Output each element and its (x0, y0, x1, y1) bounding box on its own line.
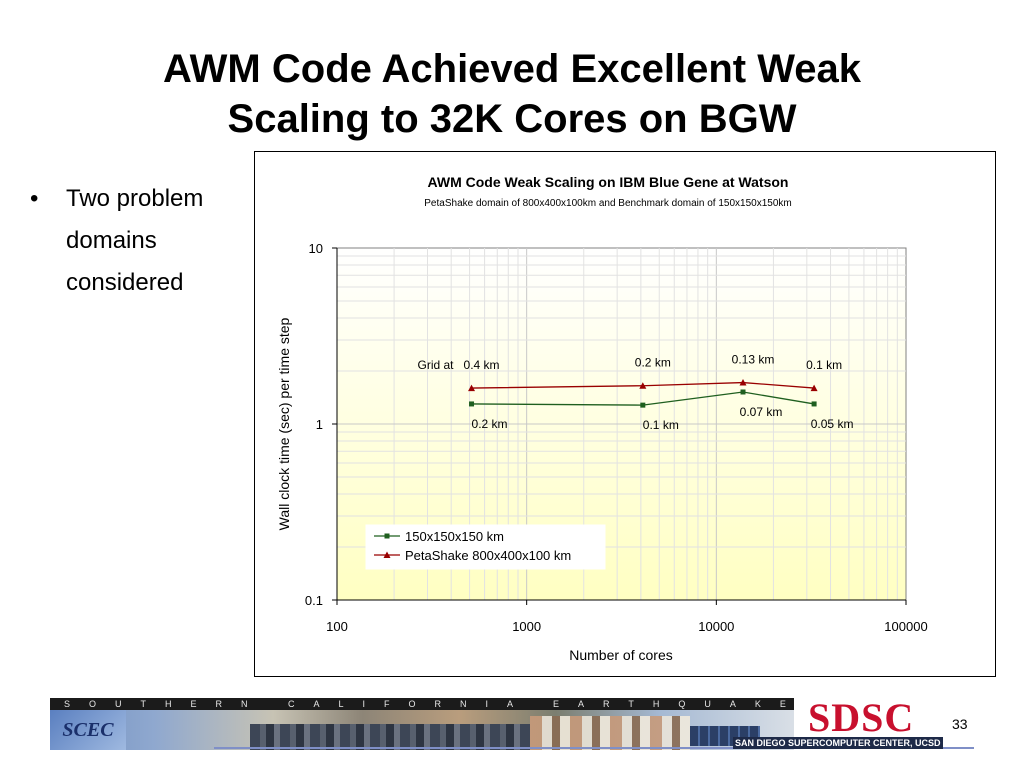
x-tick-label: 1000 (512, 619, 541, 634)
group-photo-image (530, 716, 690, 750)
grid-at-annotation: Grid at (418, 358, 455, 372)
slide-title-line-2: Scaling to 32K Cores on BGW (227, 97, 797, 141)
legend-entry: 150x150x150 km (405, 529, 504, 544)
marker-petashake (468, 384, 476, 392)
data-label-150km: 0.07 km (740, 405, 783, 419)
city-skyline-image (250, 724, 530, 750)
slide-title-line-1: AWM Code Achieved Excellent Weak (163, 47, 861, 91)
marker-petashake (739, 379, 747, 386)
y-tick-label: 10 (309, 241, 323, 256)
sdsc-logo: SDSC (808, 695, 915, 740)
data-label-150km: 0.2 km (472, 417, 508, 431)
chart-title: AWM Code Weak Scaling on IBM Blue Gene a… (428, 174, 789, 190)
data-label-petashake: 0.13 km (732, 353, 775, 367)
footer: SOUTHERN CALIFORNIA EARTHQUAKE CENTER SC… (0, 696, 1024, 756)
data-label-layer: 0.2 km 0.1 km 0.07 km 0.05 km 0.4 km 0.2 km 0.… (418, 353, 854, 433)
series-line-petashake (471, 381, 815, 389)
sdsc-tagline: SAN DIEGO SUPERCOMPUTER CENTER, UCSD (733, 737, 943, 749)
footer-banner: SOUTHERN CALIFORNIA EARTHQUAKE CENTER (50, 698, 794, 710)
y-tick-label: 1 (316, 417, 323, 432)
slide-title: AWM Code Achieved Excellent Weak Scaling… (0, 44, 1024, 144)
chart-legend: 150x150x150 km PetaShake 800x400x100 km (365, 524, 606, 570)
legend-marker (383, 551, 391, 558)
marker-150km (740, 389, 746, 395)
y-axis-label: Wall clock time (sec) per time step (276, 317, 292, 530)
marker-petashake (639, 382, 647, 389)
marker-150km (811, 401, 817, 407)
bullet-list: Two problem domains considered (30, 178, 240, 304)
data-label-150km: 0.1 km (643, 418, 679, 432)
footer-divider (214, 747, 974, 749)
legend-box (365, 524, 606, 570)
x-tick-label: 10000 (698, 619, 734, 634)
data-label-petashake: 0.1 km (806, 358, 842, 372)
marker-150km (469, 401, 475, 407)
chart-frame: AWM Code Weak Scaling on IBM Blue Gene a… (254, 151, 996, 677)
legend-entry: PetaShake 800x400x100 km (405, 548, 571, 563)
marker-petashake (810, 384, 818, 392)
x-axis-label: Number of cores (569, 647, 672, 663)
x-tick-label: 100000 (884, 619, 927, 634)
x-tick-label: 100 (326, 619, 348, 634)
data-label-petashake: 0.4 km (464, 358, 500, 372)
series-layer (468, 379, 818, 408)
footer-photo-strip: SCEC (50, 710, 794, 750)
page-number: 33 (952, 716, 968, 732)
chart-subtitle: PetaShake domain of 800x400x100km and Be… (424, 198, 791, 209)
data-label-petashake: 0.2 km (635, 356, 671, 370)
legend-marker (384, 533, 390, 539)
data-label-150km: 0.05 km (811, 417, 854, 431)
marker-150km (640, 402, 646, 408)
y-tick-label: 0.1 (305, 593, 323, 608)
weak-scaling-chart: AWM Code Weak Scaling on IBM Blue Gene a… (276, 174, 928, 663)
scec-logo: SCEC (50, 710, 126, 750)
series-line-150km (471, 391, 815, 406)
axes: 100 1000 10000 100000 0.1 1 10 (305, 241, 928, 634)
bullet-item: Two problem domains considered (30, 178, 240, 304)
